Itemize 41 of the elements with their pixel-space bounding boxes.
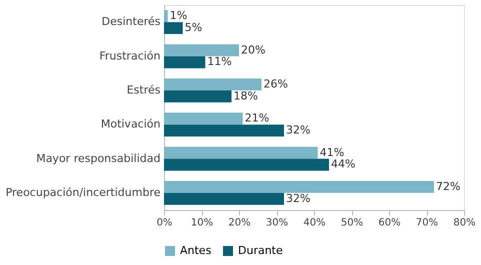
x-tick-label: 70% (416, 218, 438, 228)
bar (164, 90, 232, 102)
data-label: 18% (234, 89, 258, 102)
bar (164, 146, 318, 159)
data-label: 26% (264, 77, 288, 90)
y-tick-label: Motivación (100, 118, 161, 131)
x-tick-label: 30% (266, 218, 288, 228)
data-label: 5% (184, 21, 202, 34)
data-label: 44% (331, 158, 356, 171)
bar (164, 78, 262, 90)
bar (164, 180, 434, 193)
bar (164, 192, 284, 205)
data-label: 1% (170, 9, 188, 22)
x-tick-label: 0% (156, 218, 172, 228)
y-tick-label: Frustración (99, 49, 161, 62)
data-label: 72% (436, 180, 460, 193)
data-label: 21% (244, 112, 270, 125)
x-tick-label: 20% (228, 218, 251, 228)
bar (164, 112, 243, 125)
bar (164, 124, 284, 137)
y-tick-label: Desinterés (102, 15, 161, 28)
x-tick-label: 80% (453, 218, 476, 228)
y-tick-label: Estrés (126, 83, 161, 96)
bar (164, 10, 168, 22)
bar (164, 44, 239, 56)
legend-label: Antes (180, 244, 212, 257)
y-tick-label: Mayor responsabilidad (36, 152, 160, 165)
x-tick-label: 40% (303, 218, 326, 228)
bar (164, 158, 329, 171)
data-label: 41% (320, 146, 344, 159)
bar (164, 22, 183, 34)
data-label: 11% (207, 55, 232, 68)
bar (164, 56, 206, 68)
data-label: 20% (241, 43, 266, 56)
x-tick-label: 50% (340, 218, 364, 228)
legend-label: Durante (238, 244, 283, 257)
data-label: 32% (286, 124, 310, 137)
x-tick-label: 10% (190, 218, 214, 228)
data-label: 32% (286, 192, 310, 205)
y-tick-label: Preocupación/incertidumbre (6, 186, 161, 199)
x-tick-label: 60% (378, 218, 401, 228)
